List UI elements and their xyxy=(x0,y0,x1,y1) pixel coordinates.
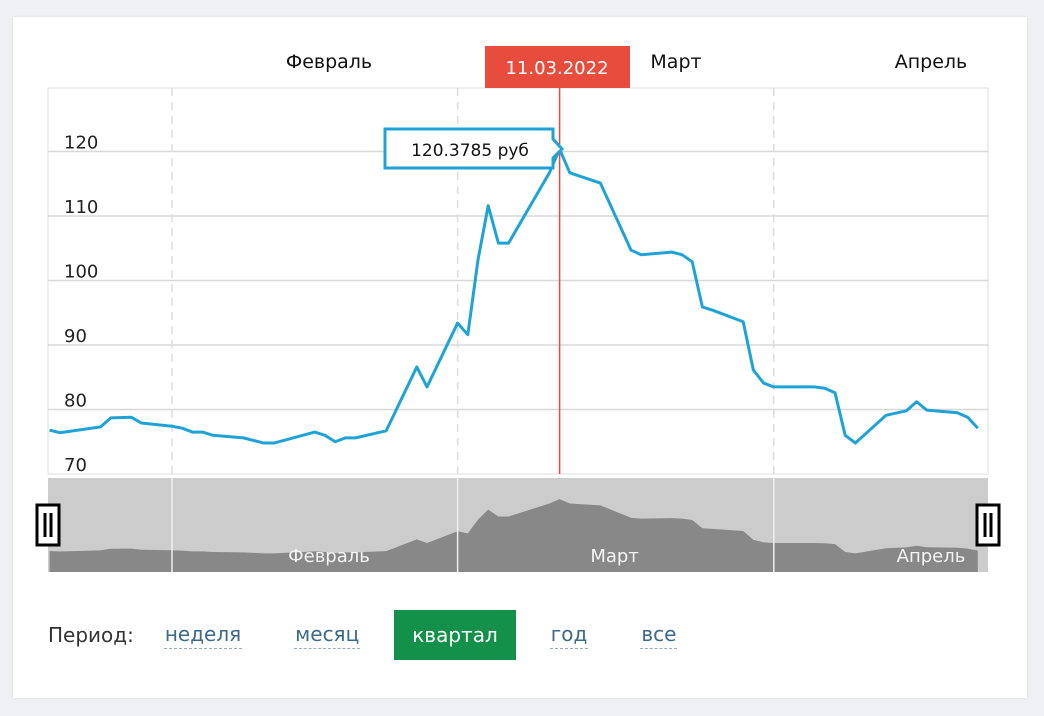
period-all-button[interactable]: все xyxy=(640,622,678,649)
navigator-month-label: Февраль xyxy=(288,546,370,567)
handle-grip-icon xyxy=(35,503,61,547)
navigator-month-label: Март xyxy=(590,546,638,567)
period-month-button[interactable]: месяц xyxy=(294,622,361,649)
value-tooltip-label: 120.3785 руб xyxy=(411,141,529,161)
navigator-left-handle[interactable] xyxy=(35,503,61,547)
y-tick-label: 110 xyxy=(64,197,98,218)
y-tick-label: 90 xyxy=(64,326,87,347)
period-label: Период: xyxy=(48,623,134,647)
month-label: Апрель xyxy=(895,51,968,73)
value-tooltip-box xyxy=(383,127,565,170)
y-tick-label: 70 xyxy=(64,455,87,476)
y-tick-label: 120 xyxy=(64,133,98,154)
period-week-button[interactable]: неделя xyxy=(163,622,243,649)
month-label: Февраль xyxy=(286,51,372,73)
navigator-month-label: Апрель xyxy=(897,546,966,567)
crosshair-date-label: 11.03.2022 xyxy=(505,58,608,79)
crosshair-date-box xyxy=(485,46,630,88)
rate-series-line xyxy=(49,147,979,445)
y-tick-label: 80 xyxy=(64,391,87,412)
month-label: Март xyxy=(650,51,701,73)
handle-grip-icon xyxy=(975,503,1001,547)
navigator-right-handle[interactable] xyxy=(975,503,1001,547)
period-quarter-button[interactable]: квартал xyxy=(394,610,516,660)
y-tick-label: 100 xyxy=(64,262,98,283)
navigator-area xyxy=(49,499,978,572)
period-selector: Период: неделя месяц квартал год все xyxy=(48,609,729,661)
period-year-button[interactable]: год xyxy=(549,622,589,649)
